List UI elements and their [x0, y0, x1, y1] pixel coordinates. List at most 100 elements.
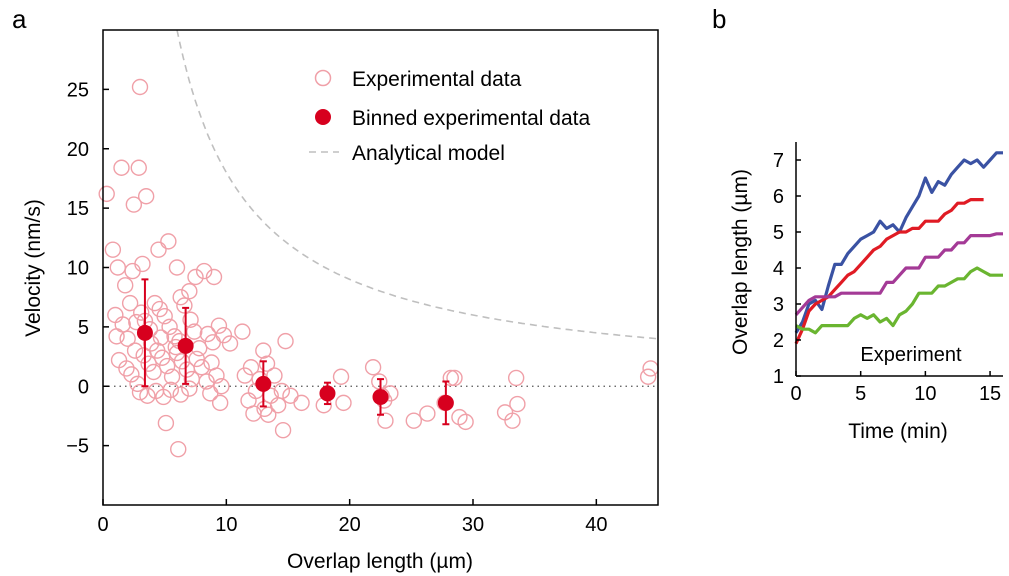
- legend-label-model: Analytical model: [352, 142, 505, 165]
- experimental-point: [118, 360, 135, 377]
- experimental-point: [205, 268, 223, 286]
- experimental-point: [507, 369, 525, 387]
- experimental-point: [116, 277, 134, 294]
- experimental-point: [158, 357, 176, 375]
- experimental-point: [104, 241, 122, 258]
- x-tick-label: 5: [855, 383, 866, 405]
- experimental-point: [277, 332, 294, 350]
- experimental-point: [446, 369, 463, 387]
- experimental-point: [98, 185, 115, 203]
- experimental-point: [442, 369, 459, 387]
- experimental-point: [221, 335, 239, 352]
- experimental-point: [162, 381, 180, 399]
- experimental-point: [137, 188, 155, 205]
- experimental-point: [332, 368, 350, 385]
- x-tick-label: 10: [215, 514, 237, 536]
- experimental-point: [168, 259, 186, 276]
- experimental-point: [234, 323, 251, 340]
- legend: Experimental data Binned experimental da…: [309, 68, 590, 165]
- experimental-point: [255, 342, 272, 359]
- experimental-point: [173, 353, 191, 370]
- experimental-point: [457, 413, 474, 431]
- x-tick-label: 0: [97, 514, 108, 536]
- experimental-point: [181, 380, 198, 397]
- x-axis-label-a: Overlap length (µm): [287, 550, 473, 573]
- legend-label-binned: Binned experimental data: [352, 107, 590, 130]
- chart-a: 0 10 20 30 40 −5 0 5 10 15 20 25 Overlap length (µ…: [22, 29, 659, 573]
- chart-b: 0 5 10 15 1 2 3 4 5 6 7 Experiment Time (min) Ove…: [729, 142, 1003, 443]
- y-tick-label: 7: [773, 150, 784, 172]
- y-tick-label: 4: [773, 258, 784, 280]
- experimental-point: [195, 262, 213, 280]
- y-axis-a: −5 0 5 10 15 20 25: [66, 79, 109, 458]
- legend-marker-binned: [315, 109, 331, 125]
- annotation-experiment: Experiment: [860, 344, 962, 366]
- y-tick-label: 10: [67, 258, 89, 280]
- x-tick-label: 20: [339, 514, 361, 536]
- binned-point: [255, 375, 272, 392]
- experimental-point: [509, 395, 526, 413]
- y-axis-label-b: Overlap length (µm): [729, 169, 752, 355]
- experimental-point: [199, 325, 217, 343]
- experimental-point: [124, 262, 141, 280]
- experimental-point: [208, 367, 225, 384]
- overlap-trace: [794, 232, 1003, 316]
- binned-point: [372, 388, 389, 405]
- experimental-point: [236, 367, 254, 384]
- experimental-point: [156, 307, 173, 325]
- experimental-point: [131, 78, 149, 96]
- x-tick-label: 10: [914, 383, 936, 405]
- experimental-point: [293, 394, 310, 412]
- experimental-point: [504, 412, 521, 429]
- experimental-point: [273, 382, 291, 400]
- experimental-point: [140, 355, 157, 372]
- experimental-point: [210, 317, 228, 334]
- experimental-point: [146, 294, 164, 312]
- experimental-point: [150, 241, 167, 258]
- x-axis-a: 0 10 20 30 40: [97, 499, 607, 536]
- x-tick-label: 15: [979, 383, 1001, 405]
- experimental-points: [98, 78, 659, 458]
- experimental-point: [131, 383, 149, 401]
- panel-label-a: a: [12, 4, 27, 34]
- experimental-point: [176, 297, 193, 314]
- experimental-point: [187, 268, 204, 286]
- experimental-point: [258, 355, 276, 372]
- experimental-point: [242, 359, 260, 376]
- experimental-point: [153, 349, 171, 366]
- experimental-point: [405, 412, 422, 429]
- experimental-point: [121, 294, 139, 312]
- experimental-point: [172, 288, 189, 306]
- experimental-point: [145, 363, 162, 381]
- y-tick-label: 2: [773, 330, 784, 352]
- y-tick-label: 20: [67, 139, 89, 161]
- experimental-point: [282, 387, 299, 404]
- legend-marker-experimental: [314, 69, 332, 87]
- y-tick-label: 3: [773, 294, 784, 316]
- experimental-point: [166, 328, 183, 345]
- experimental-point: [123, 366, 140, 383]
- experimental-point: [139, 387, 156, 404]
- experimental-point: [157, 414, 175, 432]
- y-tick-label: 6: [773, 186, 784, 208]
- experimental-point: [186, 323, 203, 340]
- experimental-point: [114, 316, 131, 333]
- experimental-point: [202, 385, 219, 402]
- experimental-point: [161, 318, 178, 336]
- x-tick-label: 0: [790, 383, 801, 405]
- experimental-point: [160, 233, 177, 250]
- y-tick-label: 15: [67, 198, 89, 220]
- experimental-point: [108, 328, 125, 345]
- experimental-point: [128, 313, 145, 331]
- y-axis-label-a: Velocity (nm/s): [22, 199, 45, 337]
- experimental-point: [193, 359, 210, 376]
- experimental-point: [642, 360, 659, 377]
- y-tick-label: 25: [67, 79, 89, 101]
- experimental-point: [211, 394, 229, 412]
- x-tick-label: 30: [462, 514, 484, 536]
- experimental-point: [125, 196, 143, 213]
- overlap-trace: [794, 151, 1003, 334]
- experimental-point: [269, 397, 287, 414]
- experimental-point: [377, 412, 394, 429]
